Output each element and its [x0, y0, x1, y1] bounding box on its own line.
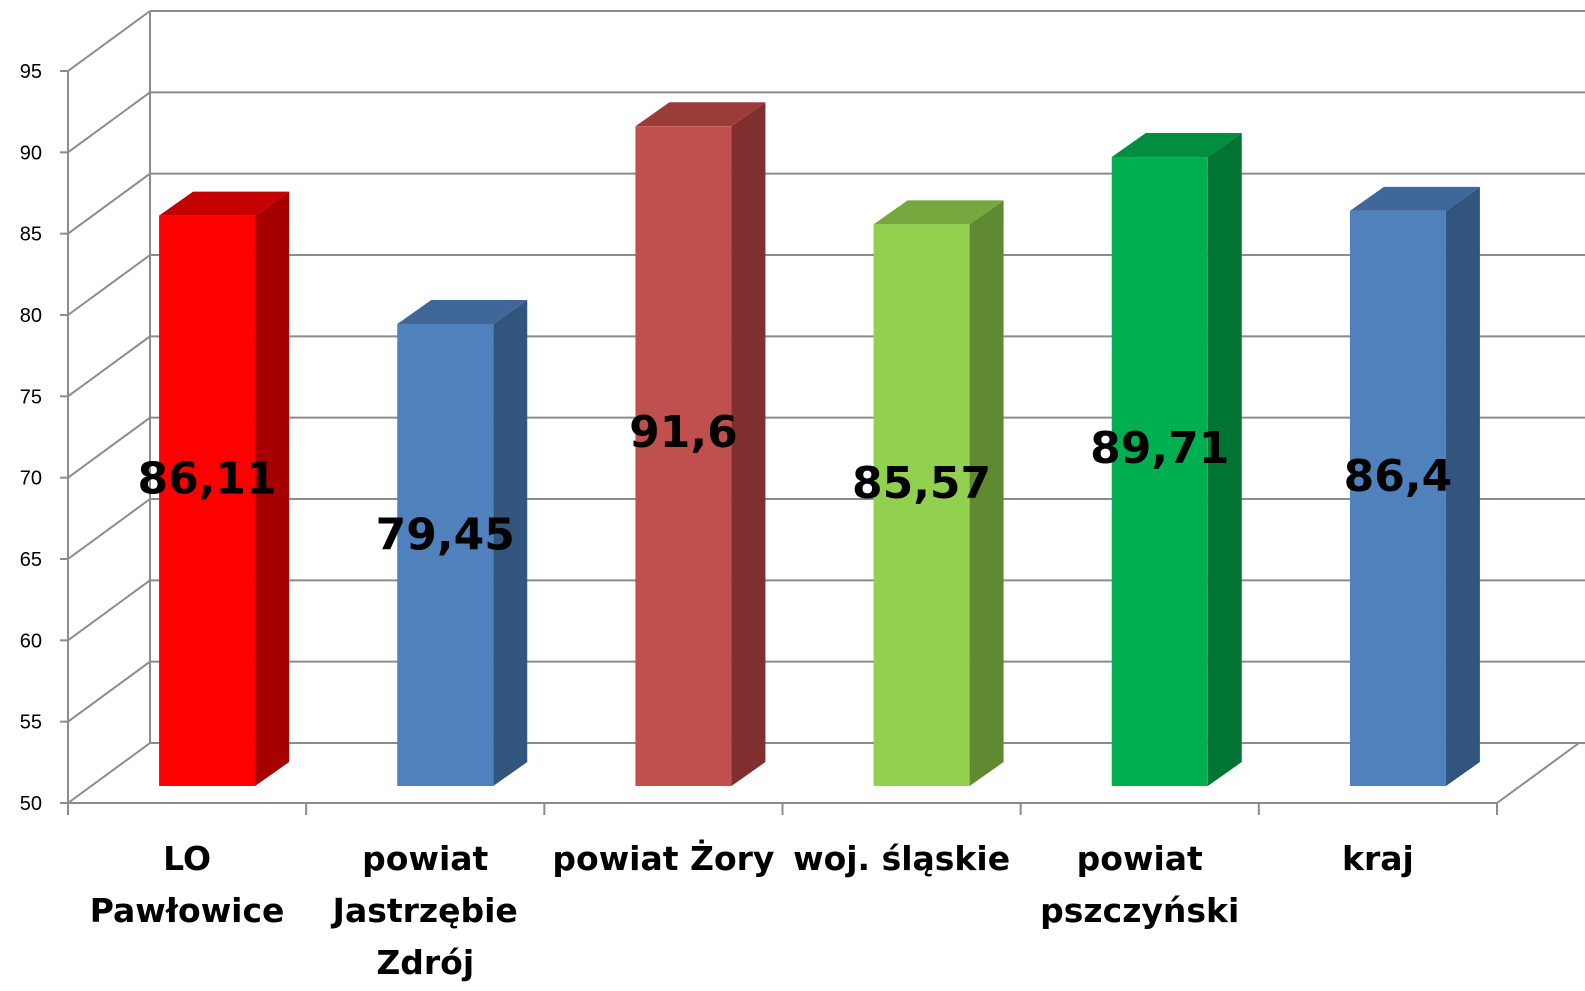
- labels: 50 55 60 65 70 75 80 85 90 95 86,11 LO Pawłowice 79,4…: [20, 61, 1452, 982]
- bar-top: [397, 299, 528, 324]
- bar-side: [1207, 133, 1242, 786]
- y-tick-label: 95: [20, 61, 42, 83]
- y-tick-label: 65: [20, 549, 42, 571]
- gridline-side: [67, 91, 151, 154]
- bar-side: [493, 299, 528, 786]
- x-tick-label: woj. śląskie: [793, 839, 1010, 878]
- bar-side: [969, 200, 1004, 787]
- gridline-side: [67, 335, 151, 398]
- bars: [159, 102, 1480, 787]
- bar-side: [1445, 186, 1480, 787]
- x-tick-label-line: Pawłowice: [90, 891, 285, 930]
- x-tick-label-line: kraj: [1342, 839, 1414, 878]
- gridline-side: [67, 742, 151, 804]
- x-tick-label-line: powiat: [1077, 839, 1203, 878]
- x-tick-label: powiat Żory: [552, 838, 774, 878]
- data-label: 79,45: [376, 510, 515, 561]
- x-tick-label-line: Jastrzębie: [331, 891, 518, 930]
- bar-top: [1111, 133, 1242, 158]
- bar-top: [873, 200, 1004, 225]
- bar: [873, 224, 970, 787]
- bar-top: [635, 102, 766, 127]
- gridline-side: [67, 660, 151, 723]
- bar: [397, 323, 494, 786]
- x-tick-label: kraj: [1342, 839, 1414, 878]
- floor-edge: [1496, 742, 1580, 804]
- bar: [159, 215, 256, 787]
- bar-top: [1349, 186, 1480, 211]
- bar: [1349, 210, 1446, 787]
- y-tick-label: 55: [20, 712, 42, 734]
- y-tick-label: 90: [20, 142, 42, 164]
- data-label: 89,71: [1090, 423, 1229, 474]
- data-label: 91,6: [629, 407, 738, 458]
- y-tick-label: 80: [20, 305, 42, 327]
- gridline-side: [67, 416, 151, 479]
- y-tick-label: 60: [20, 630, 42, 652]
- gridline-side: [67, 172, 151, 235]
- data-label: 86,4: [1344, 451, 1453, 502]
- gridline-side: [67, 254, 151, 316]
- bar-side: [731, 102, 766, 787]
- x-tick-label: powiat pszczyński: [1040, 839, 1239, 930]
- x-tick-label-line: powiat Żory: [552, 838, 774, 878]
- data-label: 85,57: [852, 458, 991, 509]
- y-tick-label: 75: [20, 386, 42, 408]
- x-tick-label-line: Zdrój: [376, 943, 474, 982]
- gridline-side: [67, 579, 151, 642]
- y-tick-label: 50: [20, 793, 42, 815]
- x-tick-label: powiat Jastrzębie Zdrój: [331, 839, 518, 982]
- x-tick-label-line: pszczyński: [1040, 891, 1239, 930]
- axes: [60, 11, 1580, 815]
- gridline-side: [67, 498, 151, 560]
- x-tick-label: LO Pawłowice: [90, 839, 285, 930]
- y-tick-label: 85: [20, 224, 42, 246]
- bar: [635, 126, 732, 787]
- bar-top: [159, 191, 290, 216]
- x-tick-label-line: powiat: [362, 839, 488, 878]
- data-label: 86,11: [137, 453, 276, 504]
- x-tick-label-line: woj. śląskie: [793, 839, 1010, 878]
- x-tick-label-line: LO: [163, 839, 211, 878]
- bar: [1111, 157, 1208, 786]
- gridline-side: [67, 10, 151, 72]
- y-tick-label: 70: [20, 468, 42, 490]
- bar-side: [255, 191, 290, 787]
